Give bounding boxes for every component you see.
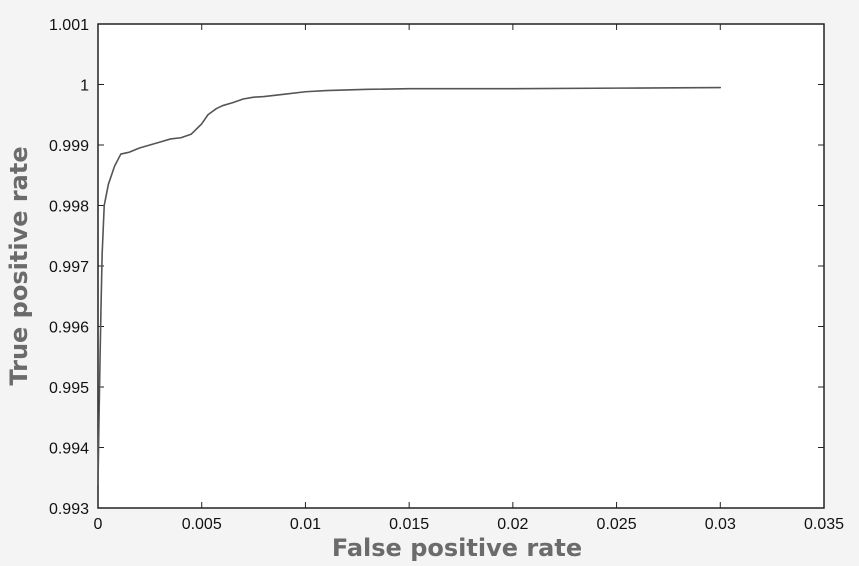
y-tick-label: 0.994 — [49, 441, 89, 458]
x-tick-label: 0 — [94, 516, 103, 533]
x-tick-label: 0.015 — [389, 516, 429, 533]
axis-tick-labels: 0 0.005 0.01 0.015 0.02 0.025 0.03 0.035 0.993 0.… — [49, 17, 844, 533]
x-tick-label: 0.005 — [182, 516, 222, 533]
x-tick-label: 0.025 — [597, 516, 637, 533]
y-axis-title: True positive rate — [5, 146, 33, 385]
axis-ticks — [97, 23, 825, 509]
y-tick-label: 0.997 — [49, 259, 89, 276]
y-tick-label: 0.995 — [49, 380, 89, 397]
x-tick-label: 0.01 — [290, 516, 321, 533]
y-tick-label: 1 — [80, 78, 89, 95]
y-tick-label: 0.998 — [49, 199, 89, 216]
x-tick-label: 0.03 — [705, 516, 736, 533]
x-tick-label: 0.035 — [804, 516, 844, 533]
x-axis-title: False positive rate — [332, 534, 582, 562]
plot-area — [97, 23, 825, 509]
roc-curve-line — [97, 86, 722, 485]
y-tick-label: 0.996 — [49, 320, 89, 337]
y-tick-label: 0.993 — [49, 501, 89, 518]
x-tick-label: 0.02 — [497, 516, 528, 533]
y-tick-label: 0.999 — [49, 138, 89, 155]
y-tick-label: 1.001 — [49, 17, 89, 34]
